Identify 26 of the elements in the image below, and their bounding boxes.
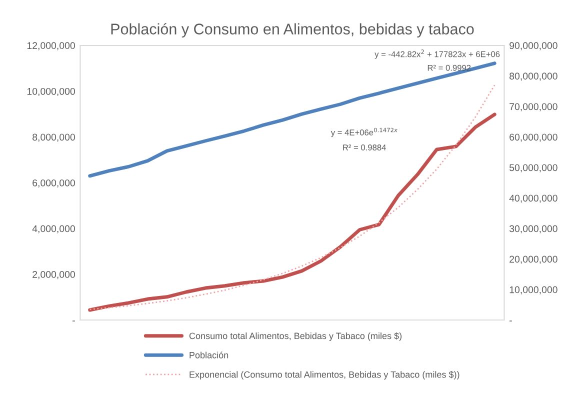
annotation: y = 4E+06e$^{0.1472x}$ bbox=[330, 128, 398, 138]
annotation: R² = 0.9992 bbox=[428, 64, 471, 71]
y2-tick-label: - bbox=[510, 320, 512, 322]
y-tick-label: 12,000,000 bbox=[27, 42, 75, 50]
y-tick-label: 2,000,000 bbox=[32, 271, 75, 280]
y-tick-label: - bbox=[72, 320, 75, 322]
y2-tick-label: 40,000,000 bbox=[509, 194, 558, 203]
y2-tick-label: 10,000,000 bbox=[510, 286, 558, 294]
y2-tick-label: 30,000,000 bbox=[509, 225, 558, 234]
y2-tick-label: 20,000,000 bbox=[510, 256, 558, 264]
chart-title: Población y Consumo en Alimentos, bebidas y tabaco bbox=[111, 23, 474, 38]
y-tick-label: 4,000,000 bbox=[32, 225, 75, 234]
annotation: R² = 0.9884 bbox=[343, 144, 386, 150]
annotation: y = -442.82x$^{2}$ + 177823x + 6E+06 bbox=[374, 50, 500, 59]
y2-tick-label: 80,000,000 bbox=[510, 72, 558, 81]
legend-label: Población bbox=[190, 352, 228, 358]
y-tick-label: 6,000,000 bbox=[32, 179, 75, 188]
line-series bbox=[88, 62, 496, 178]
y2-tick-label: 50,000,000 bbox=[509, 164, 558, 172]
y2-tick-label: 70,000,000 bbox=[510, 103, 558, 112]
legend-label: Exponencial (Consumo total Alimentos, Bebidas y Tabaco (miles $)) bbox=[190, 370, 460, 380]
y-tick-label: 8,000,000 bbox=[32, 134, 75, 142]
y-tick-label: 10,000,000 bbox=[27, 88, 75, 96]
y2-tick-label: 60,000,000 bbox=[510, 134, 558, 142]
y2-tick-label: 90,000,000 bbox=[510, 42, 558, 50]
legend-label: Consumo total Alimentos, Bebidas y Tabaco (miles $) bbox=[189, 332, 402, 341]
